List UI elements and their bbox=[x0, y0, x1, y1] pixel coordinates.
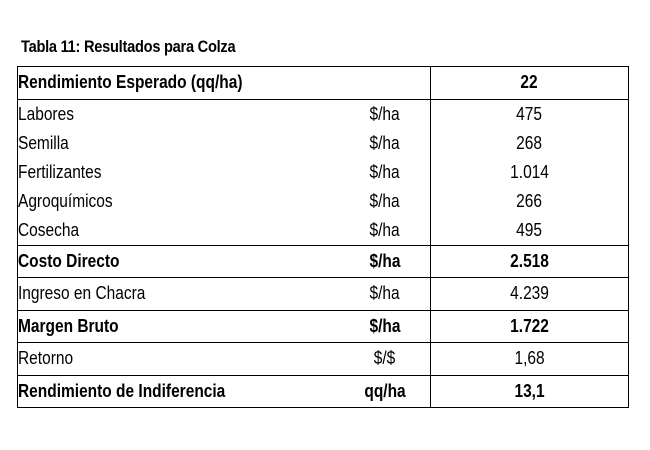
table-row: Agroquímicos $/ha 266 bbox=[17, 186, 629, 216]
row-label: Margen Bruto bbox=[17, 309, 340, 343]
row-value: 1,68 bbox=[430, 342, 629, 376]
table-header-row: Rendimiento Esperado (qq/ha) 22 bbox=[17, 66, 629, 100]
row-unit: $/ha bbox=[340, 277, 431, 311]
row-unit: $/ha bbox=[369, 161, 401, 182]
row-label: Fertilizantes bbox=[17, 157, 340, 187]
row-value: 266 bbox=[430, 186, 629, 216]
row-value: 22 bbox=[430, 66, 629, 100]
table-row: Cosecha $/ha 495 bbox=[17, 215, 629, 245]
row-label: Labores bbox=[17, 99, 340, 129]
row-unit: $/ha bbox=[369, 132, 401, 153]
row-unit: qq/ha bbox=[340, 374, 431, 408]
table-row: Retorno $/$ 1,68 bbox=[17, 342, 629, 376]
row-label: Rendimiento Esperado (qq/ha) bbox=[17, 66, 340, 100]
row-unit: $/$ bbox=[340, 342, 431, 376]
results-table: Rendimiento Esperado (qq/ha) 22 Labores … bbox=[17, 66, 629, 408]
row-unit: $/ha bbox=[369, 190, 401, 211]
row-unit: $/ha bbox=[369, 103, 401, 124]
row-unit: $/ha bbox=[340, 244, 431, 278]
row-value: 268 bbox=[430, 128, 629, 158]
table-row: Fertilizantes $/ha 1.014 bbox=[17, 157, 629, 187]
row-unit: $/ha bbox=[340, 309, 431, 343]
row-label: Ingreso en Chacra bbox=[17, 277, 340, 311]
row-value: 1.722 bbox=[430, 309, 629, 343]
table-row-subtotal: Costo Directo $/ha 2.518 bbox=[17, 244, 629, 278]
table-row: Ingreso en Chacra $/ha 4.239 bbox=[17, 277, 629, 311]
row-label: Costo Directo bbox=[17, 244, 340, 278]
row-value: 495 bbox=[430, 215, 629, 245]
row-unit: $/ha bbox=[369, 219, 401, 240]
row-value: 13,1 bbox=[430, 374, 629, 408]
table-row-subtotal: Rendimiento de Indiferencia qq/ha 13,1 bbox=[17, 374, 629, 408]
row-label: Cosecha bbox=[17, 215, 340, 245]
row-unit bbox=[340, 66, 431, 100]
table-title: Tabla 11: Resultados para Colza bbox=[21, 37, 236, 56]
row-value: 4.239 bbox=[430, 277, 629, 311]
row-value: 2.518 bbox=[430, 244, 629, 278]
row-label: Semilla bbox=[17, 128, 340, 158]
row-label: Agroquímicos bbox=[17, 186, 340, 216]
row-value: 475 bbox=[430, 99, 629, 129]
row-label: Retorno bbox=[17, 342, 340, 376]
row-label: Rendimiento de Indiferencia bbox=[17, 374, 340, 408]
row-value: 1.014 bbox=[430, 157, 629, 187]
table-row: Semilla $/ha 268 bbox=[17, 128, 629, 158]
table-row: Labores $/ha 475 bbox=[17, 99, 629, 129]
table-row-subtotal: Margen Bruto $/ha 1.722 bbox=[17, 309, 629, 343]
